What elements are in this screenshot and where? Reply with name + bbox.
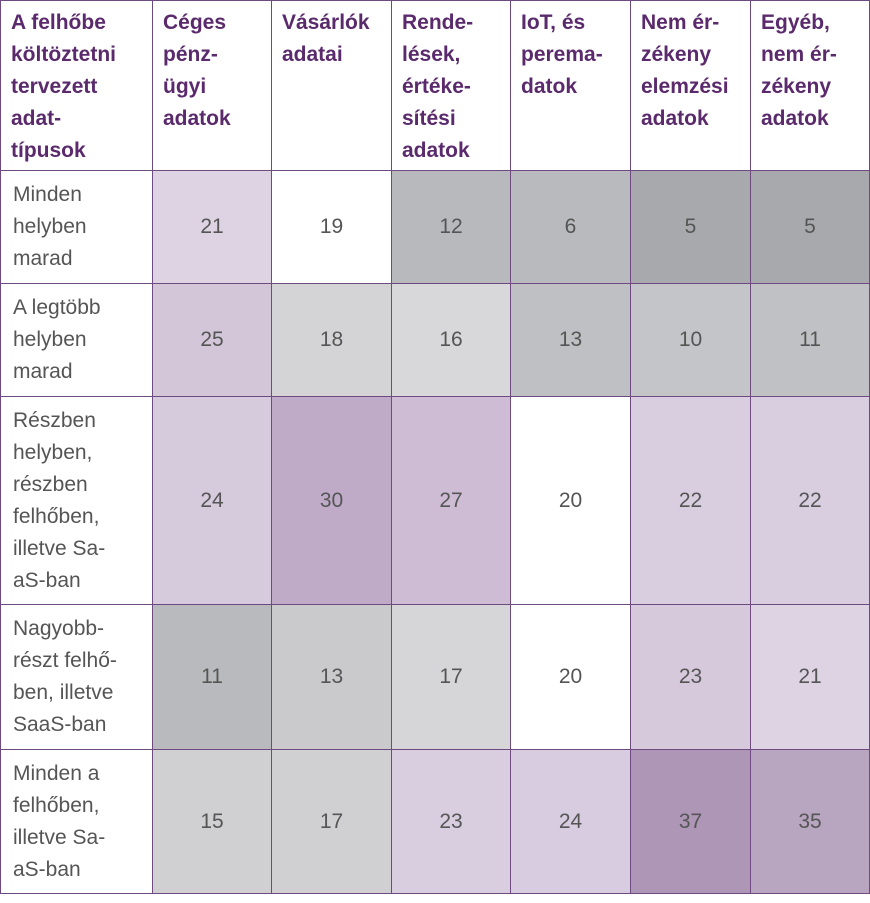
value-cell: 19: [271, 170, 392, 284]
value-cell: 12: [391, 170, 511, 284]
table-row: Részben helyben, részben felhőben, illet…: [0, 396, 870, 605]
header-cell: Nem ér- zékeny elemzési adatok: [630, 0, 751, 171]
header-cell: A felhőbe költöztetni tervezett adat- tí…: [0, 0, 153, 171]
value-cell: 23: [391, 749, 511, 894]
value-cell: 22: [630, 396, 751, 605]
value-cell: 17: [271, 749, 392, 894]
value-cell: 10: [630, 283, 751, 397]
value-cell: 11: [152, 604, 272, 750]
value-cell: 24: [152, 396, 272, 605]
value-cell: 20: [510, 396, 631, 605]
header-cell: Céges pénz- ügyi adatok: [152, 0, 272, 171]
value-cell: 35: [750, 749, 870, 894]
value-cell: 27: [391, 396, 511, 605]
value-cell: 6: [510, 170, 631, 284]
value-cell: 21: [152, 170, 272, 284]
value-cell: 23: [630, 604, 751, 750]
value-cell: 5: [630, 170, 751, 284]
header-cell: IoT, és perema- datok: [510, 0, 631, 171]
value-cell: 13: [510, 283, 631, 397]
value-cell: 24: [510, 749, 631, 894]
header-cell: Rende- lések, értéke- sítési adatok: [391, 0, 511, 171]
value-cell: 20: [510, 604, 631, 750]
header-cell: Vásárlók adatai: [271, 0, 392, 171]
table-row: Minden helyben marad 21 19 12 6 5 5: [0, 170, 870, 284]
table-body: Minden helyben marad 21 19 12 6 5 5 A legtöbb h…: [0, 170, 870, 894]
value-cell: 17: [391, 604, 511, 750]
row-label: Nagyobb- részt felhő- ben, illetve SaaS-…: [0, 604, 153, 750]
row-label: Részben helyben, részben felhőben, illet…: [0, 396, 153, 605]
table-row: Minden a felhőben, illetve Sa- aS-ban 15 1…: [0, 749, 870, 894]
row-label: Minden a felhőben, illetve Sa- aS-ban: [0, 749, 153, 894]
value-cell: 16: [391, 283, 511, 397]
value-cell: 30: [271, 396, 392, 605]
header-cell: Egyéb, nem ér- zékeny adatok: [750, 0, 870, 171]
row-label: Minden helyben marad: [0, 170, 153, 284]
header-row: A felhőbe költöztetni tervezett adat- tí…: [0, 0, 870, 171]
table-row: A legtöbb helyben marad 25 18 16 13 10 11: [0, 283, 870, 397]
value-cell: 18: [271, 283, 392, 397]
value-cell: 13: [271, 604, 392, 750]
value-cell: 21: [750, 604, 870, 750]
value-cell: 15: [152, 749, 272, 894]
table-row: Nagyobb- részt felhő- ben, illetve SaaS-…: [0, 604, 870, 750]
value-cell: 37: [630, 749, 751, 894]
value-cell: 22: [750, 396, 870, 605]
row-label: A legtöbb helyben marad: [0, 283, 153, 397]
value-cell: 11: [750, 283, 870, 397]
value-cell: 25: [152, 283, 272, 397]
value-cell: 5: [750, 170, 870, 284]
